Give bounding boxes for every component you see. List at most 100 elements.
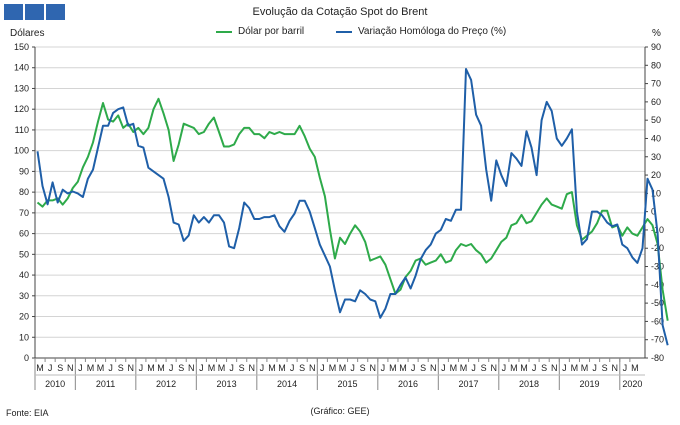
month-label: M xyxy=(329,363,337,373)
month-label: N xyxy=(430,363,437,373)
left-tick-label: 70 xyxy=(19,208,29,218)
month-label: J xyxy=(471,363,476,373)
left-tick-label: 50 xyxy=(19,249,29,259)
month-label: J xyxy=(381,363,386,373)
month-label: J xyxy=(532,363,537,373)
year-label: 2020 xyxy=(622,379,642,389)
left-tick-label: 0 xyxy=(24,353,29,363)
month-label: S xyxy=(178,363,184,373)
month-label: S xyxy=(541,363,547,373)
month-label: M xyxy=(268,363,276,373)
month-label: M xyxy=(399,363,407,373)
left-tick-label: 100 xyxy=(14,146,29,156)
month-label: S xyxy=(360,363,366,373)
month-label: M xyxy=(87,363,95,373)
month-label: N xyxy=(249,363,256,373)
right-tick-label: 70 xyxy=(651,79,661,89)
month-label: S xyxy=(420,363,426,373)
month-label: J xyxy=(199,363,204,373)
year-label: 2012 xyxy=(156,379,176,389)
source-note: Fonte: EIA xyxy=(6,408,49,418)
month-label: M xyxy=(278,363,286,373)
month-label: M xyxy=(571,363,579,373)
left-tick-label: 90 xyxy=(19,166,29,176)
logo-square xyxy=(25,4,44,20)
left-tick-label: 140 xyxy=(14,63,29,73)
month-label: J xyxy=(290,363,295,373)
right-tick-label: 10 xyxy=(651,188,661,198)
month-label: J xyxy=(139,363,144,373)
month-label: N xyxy=(67,363,74,373)
right-tick-label: 90 xyxy=(651,42,661,52)
year-label: 2011 xyxy=(96,379,115,389)
month-label: N xyxy=(128,363,135,373)
month-label: M xyxy=(389,363,397,373)
month-label: J xyxy=(48,363,53,373)
legend-label-variation: Variação Homóloga do Preço (%) xyxy=(358,26,507,37)
logo-square xyxy=(46,4,65,20)
month-label: J xyxy=(78,363,83,373)
month-label: J xyxy=(502,363,507,373)
month-label: J xyxy=(108,363,113,373)
month-label: J xyxy=(350,363,355,373)
month-label: M xyxy=(339,363,347,373)
right-tick-label: -50 xyxy=(651,298,664,308)
price-series-line xyxy=(36,97,669,321)
legend-label-price: Dólar por barril xyxy=(238,26,305,37)
right-tick-label: 30 xyxy=(651,152,661,162)
right-tick-label: 80 xyxy=(651,60,661,70)
legend-item-variation: Variação Homóloga do Preço (%) xyxy=(336,26,506,37)
month-label: S xyxy=(239,363,245,373)
month-label: N xyxy=(188,363,195,373)
month-label: M xyxy=(147,363,155,373)
right-tick-label: 20 xyxy=(651,170,661,180)
year-label: 2017 xyxy=(459,379,479,389)
chart-credit: (Gráfico: GEE) xyxy=(310,406,370,416)
month-label: N xyxy=(612,363,619,373)
left-tick-label: 60 xyxy=(19,229,29,239)
month-label: S xyxy=(481,363,487,373)
brand-logo xyxy=(4,4,65,20)
year-label: 2016 xyxy=(398,379,418,389)
left-tick-label: 80 xyxy=(19,187,29,197)
left-tick-label: 40 xyxy=(19,270,29,280)
month-label: M xyxy=(218,363,226,373)
left-tick-label: 20 xyxy=(19,312,29,322)
logo-square xyxy=(4,4,23,20)
right-axis-unit: % xyxy=(652,28,661,39)
variation-series-line xyxy=(36,68,669,346)
left-axis-unit: Dólares xyxy=(10,28,45,39)
year-label: 2018 xyxy=(519,379,539,389)
year-label: 2015 xyxy=(338,379,358,389)
year-label: 2010 xyxy=(45,379,65,389)
month-label: J xyxy=(592,363,597,373)
right-tick-label: 0 xyxy=(651,207,656,217)
month-label: S xyxy=(118,363,124,373)
left-tick-label: 120 xyxy=(14,104,29,114)
month-label: M xyxy=(97,363,105,373)
right-tick-label: 60 xyxy=(651,97,661,107)
month-label: M xyxy=(631,363,639,373)
month-label: J xyxy=(562,363,567,373)
right-tick-label: -70 xyxy=(651,335,664,345)
month-label: N xyxy=(370,363,377,373)
month-label: N xyxy=(551,363,558,373)
left-tick-label: 130 xyxy=(14,83,29,93)
left-tick-label: 150 xyxy=(14,42,29,52)
right-tick-label: -80 xyxy=(651,353,664,363)
left-tick-label: 30 xyxy=(19,291,29,301)
month-label: J xyxy=(169,363,174,373)
month-label: J xyxy=(441,363,446,373)
month-label: M xyxy=(510,363,518,373)
month-label: J xyxy=(320,363,325,373)
month-label: J xyxy=(623,363,628,373)
month-label: S xyxy=(602,363,608,373)
month-label: S xyxy=(299,363,305,373)
chart-legend: Dólar por barril Variação Homóloga do Pr… xyxy=(0,26,680,40)
month-label: N xyxy=(309,363,316,373)
month-label: M xyxy=(520,363,528,373)
month-label: M xyxy=(460,363,468,373)
right-tick-label: 50 xyxy=(651,115,661,125)
left-tick-label: 10 xyxy=(19,332,29,342)
